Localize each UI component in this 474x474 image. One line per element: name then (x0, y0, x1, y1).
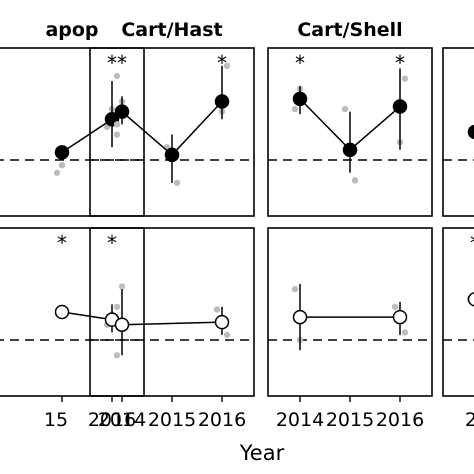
data-point (164, 147, 180, 163)
data-point (292, 309, 308, 325)
raw-point (58, 161, 66, 169)
raw-point (113, 131, 121, 138)
x-tick-label: 20 (465, 409, 474, 431)
data-point (392, 309, 408, 325)
series-line (61, 118, 113, 153)
x-tick-label: 2016 (198, 409, 246, 431)
significance-star: * (117, 51, 127, 75)
panel-frame (267, 227, 433, 397)
panel-frame (442, 227, 474, 397)
significance-star: * (295, 51, 305, 75)
x-tick-label: 2014 (98, 409, 146, 431)
panel-frame (0, 47, 145, 217)
raw-point (401, 75, 409, 82)
raw-point (113, 303, 121, 311)
significance-star: * (107, 51, 117, 75)
raw-point (53, 169, 61, 176)
significance-star: * (107, 231, 117, 255)
data-point (114, 317, 130, 332)
series-line (61, 311, 113, 321)
panel-frame (267, 47, 433, 217)
data-point (342, 142, 358, 158)
raw-point (401, 329, 409, 336)
x-tick-label: 2015 (326, 409, 374, 431)
x-tick-label: 2016 (88, 409, 136, 431)
panel-title-1: Cart/Hast (121, 19, 222, 41)
x-tick-label: 15 (44, 409, 68, 431)
raw-point (113, 72, 121, 80)
panel-title-2: Cart/Shell (297, 19, 402, 41)
data-point (292, 91, 308, 107)
significance-star: * (395, 51, 405, 75)
data-point (214, 314, 230, 330)
data-point (467, 124, 474, 140)
data-point (467, 292, 474, 307)
raw-point (113, 121, 121, 128)
raw-point (351, 177, 359, 184)
significance-star: * (217, 51, 227, 75)
panel-frame (89, 47, 255, 217)
significance-star: * (57, 231, 67, 255)
raw-point (291, 285, 299, 293)
data-point (54, 145, 70, 160)
x-axis-title: Year (239, 441, 285, 465)
raw-point (213, 306, 221, 313)
data-point (392, 99, 408, 114)
raw-point (223, 62, 231, 70)
raw-point (341, 105, 349, 113)
panel-title-0: apop (45, 19, 98, 41)
raw-point (113, 352, 121, 359)
data-point (114, 104, 130, 119)
data-point (214, 94, 230, 109)
panel-frame (442, 47, 474, 217)
raw-point (118, 283, 126, 290)
raw-point (291, 105, 299, 113)
significance-star: * (470, 231, 474, 255)
raw-point (223, 331, 231, 339)
x-tick-label: 2016 (376, 409, 424, 431)
raw-point (391, 303, 399, 311)
data-point (54, 304, 70, 320)
x-tick-label: 2015 (148, 409, 196, 431)
x-tick-label: 2014 (276, 409, 324, 431)
series-line (121, 321, 223, 326)
raw-point (173, 179, 181, 187)
